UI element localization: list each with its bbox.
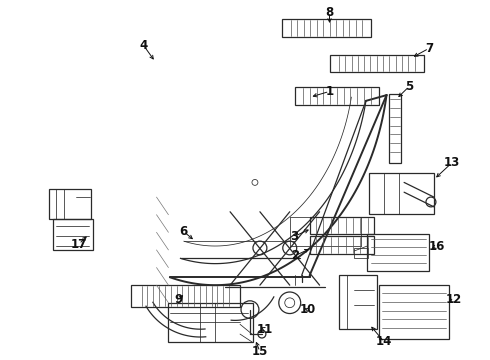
Bar — [310, 217, 374, 234]
Bar — [368, 234, 429, 271]
Text: 3: 3 — [291, 230, 299, 243]
Text: 9: 9 — [174, 293, 182, 306]
Text: 8: 8 — [325, 6, 334, 19]
Text: 1: 1 — [325, 85, 334, 98]
Text: 14: 14 — [376, 336, 392, 348]
Bar — [310, 236, 374, 254]
Text: 15: 15 — [252, 345, 268, 358]
Text: 13: 13 — [444, 156, 460, 169]
Text: 5: 5 — [405, 80, 413, 93]
Text: 6: 6 — [179, 225, 188, 238]
Bar — [329, 55, 424, 72]
Bar — [340, 275, 377, 329]
Bar — [169, 303, 253, 342]
Text: 7: 7 — [425, 42, 433, 55]
Bar — [282, 19, 371, 37]
Text: 10: 10 — [299, 303, 316, 316]
Text: 16: 16 — [429, 239, 445, 252]
Text: 12: 12 — [446, 293, 462, 306]
Bar — [389, 94, 401, 163]
Bar — [131, 285, 240, 307]
Bar — [354, 248, 368, 258]
Text: 2: 2 — [291, 249, 299, 262]
Text: 17: 17 — [71, 238, 87, 251]
Bar — [49, 189, 91, 219]
Text: 11: 11 — [257, 323, 273, 336]
Bar — [369, 173, 434, 214]
Bar — [379, 285, 449, 339]
Bar — [53, 219, 93, 250]
Bar — [294, 87, 379, 105]
Text: 4: 4 — [140, 39, 147, 52]
